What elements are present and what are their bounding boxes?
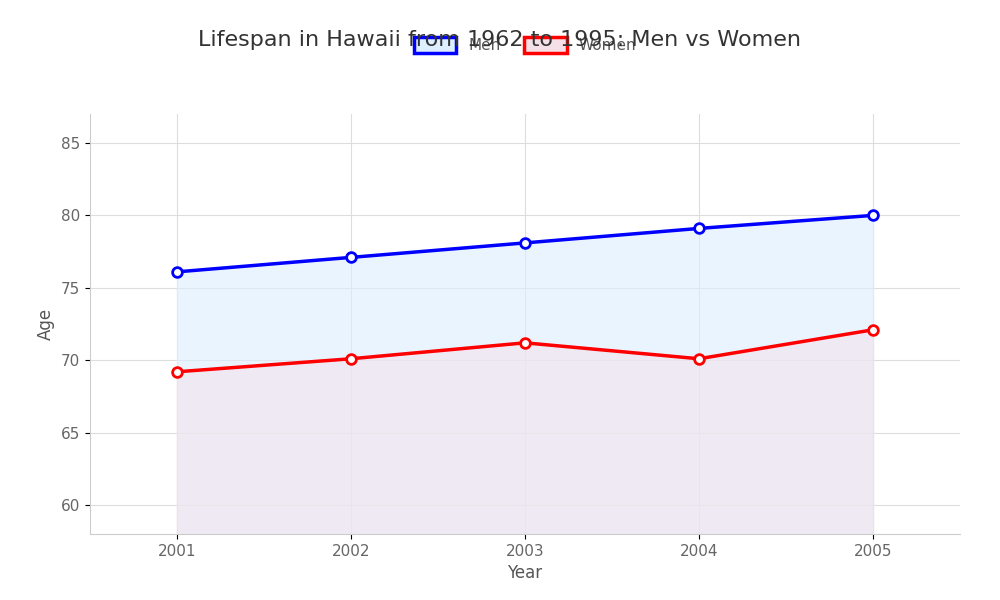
Y-axis label: Age: Age xyxy=(37,308,55,340)
Legend: Men, Women: Men, Women xyxy=(406,29,644,61)
Text: Lifespan in Hawaii from 1962 to 1995: Men vs Women: Lifespan in Hawaii from 1962 to 1995: Me… xyxy=(198,30,802,50)
X-axis label: Year: Year xyxy=(507,564,543,582)
